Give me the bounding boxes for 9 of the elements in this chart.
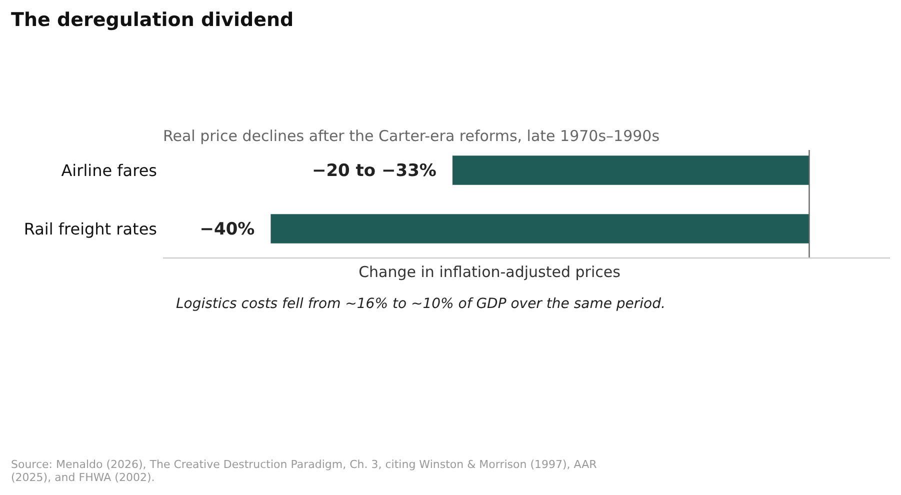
text: Logistics costs fell from ~16% to ~10% of GDP over the same period. <box>176 296 666 312</box>
data-label: −40% <box>200 220 255 240</box>
y-tick-label: Rail freight rates <box>24 219 157 238</box>
source-note: Source: Menaldo (2026), The Creative Destruction Paradigm, Ch. 3, citing Winston & Morrison (1997), AAR (2025), and FHWA (2002). <box>11 458 598 484</box>
y-tick-label: Airline fares <box>61 160 157 180</box>
chart-title: The deregulation dividend <box>11 9 294 31</box>
annotation: −20 to −33% <box>312 161 436 182</box>
x-axis-title: Change in inflation-adjusted prices <box>358 263 621 281</box>
chart-subtitle: Real price declines after the Carter-era reforms, late 1970s–1990s <box>163 127 660 145</box>
